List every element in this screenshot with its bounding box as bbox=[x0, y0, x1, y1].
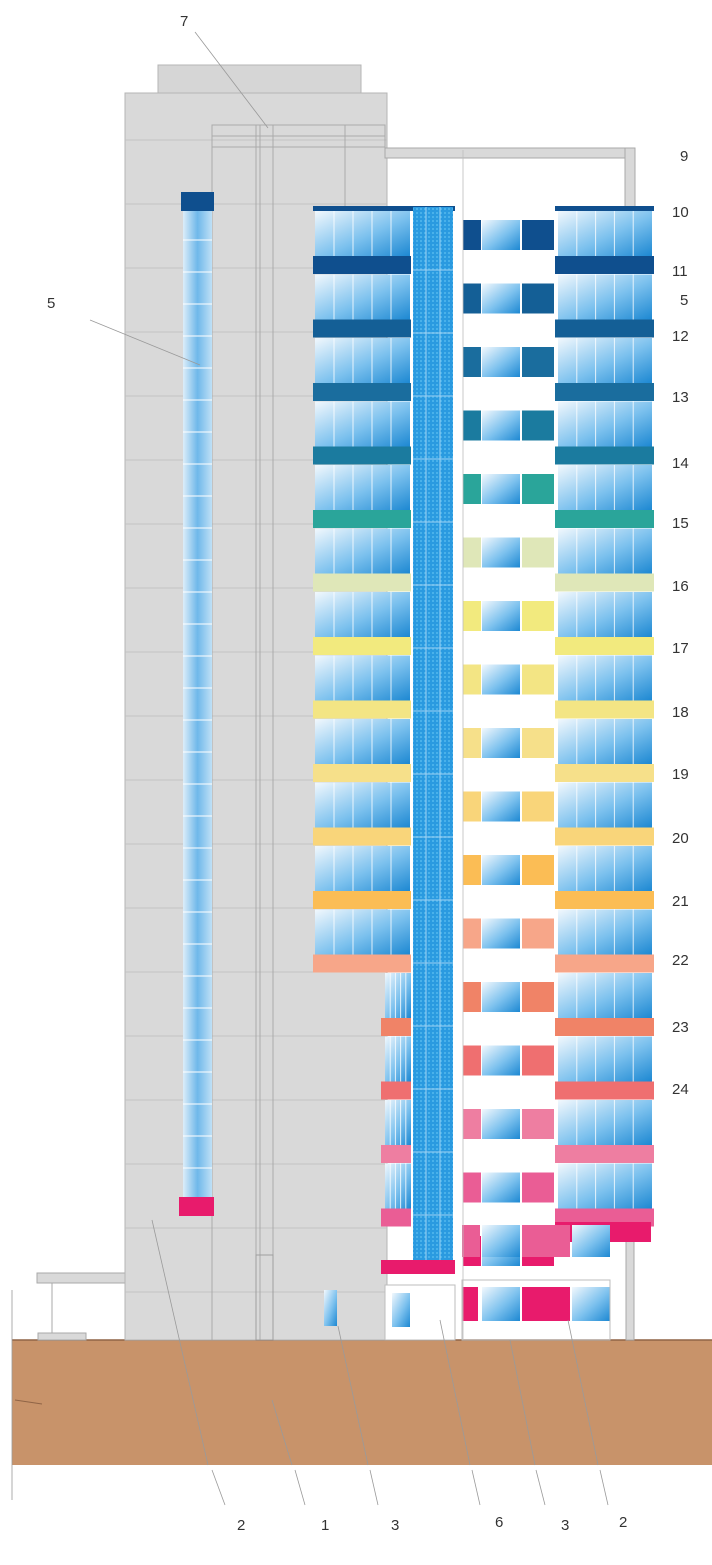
ground-hatch bbox=[14, 1399, 43, 1405]
ground-floor bbox=[324, 150, 464, 1341]
label-right-20: 20 bbox=[672, 830, 689, 847]
mesh-column bbox=[413, 207, 453, 1260]
label-right-14: 14 bbox=[672, 455, 689, 472]
leader-lines bbox=[11, 31, 609, 1506]
label-bottom-3a: 3 bbox=[391, 1517, 399, 1534]
glazed-facade bbox=[313, 206, 654, 1341]
annex-low-element bbox=[37, 1332, 87, 1341]
label-right-11: 11 bbox=[672, 263, 688, 280]
label-right-12: 12 bbox=[672, 328, 689, 345]
label-right-9: 9 bbox=[680, 148, 688, 165]
label-right-22: 22 bbox=[672, 952, 689, 969]
label-right-5: 5 bbox=[680, 292, 688, 309]
label-right-24: 24 bbox=[672, 1081, 689, 1098]
label-top: 7 bbox=[180, 13, 188, 30]
label-bottom-1: 1 bbox=[321, 1517, 329, 1534]
label-right-21: 21 bbox=[672, 893, 689, 910]
label-bottom-2a: 2 bbox=[237, 1517, 245, 1534]
label-bottom-2b: 2 bbox=[619, 1514, 627, 1531]
annex-canopy bbox=[36, 1272, 126, 1284]
label-right-15: 15 bbox=[672, 515, 689, 532]
label-right-18: 18 bbox=[672, 704, 689, 721]
label-bottom-6: 6 bbox=[495, 1514, 503, 1531]
label-right-10: 10 bbox=[672, 204, 689, 221]
label-right-19: 19 bbox=[672, 766, 689, 783]
label-right-13: 13 bbox=[672, 389, 689, 406]
label-right-16: 16 bbox=[672, 578, 689, 595]
label-right-17: 17 bbox=[672, 640, 689, 657]
ground-slab bbox=[12, 1340, 712, 1465]
label-right-23: 23 bbox=[672, 1019, 689, 1036]
label-left: 5 bbox=[47, 295, 55, 312]
gray-tower-glass-strip bbox=[179, 192, 214, 1216]
label-bottom-3b: 3 bbox=[561, 1517, 569, 1534]
